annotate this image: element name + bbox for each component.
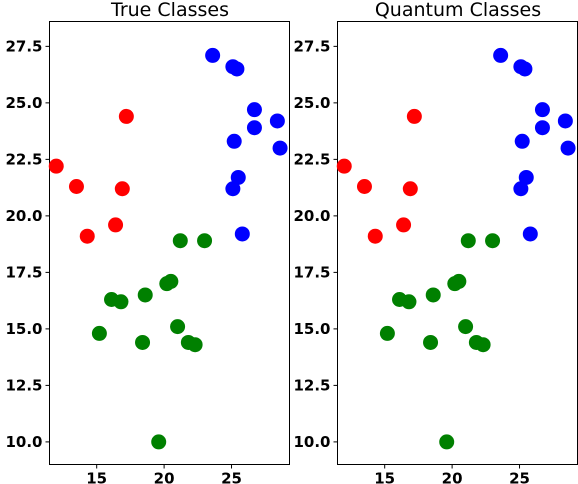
scatter-point — [336, 158, 352, 174]
scatter-point — [114, 181, 130, 197]
y-tick-label: 10.0 — [5, 433, 42, 451]
y-tick-label: 15.0 — [293, 320, 330, 338]
scatter-point — [439, 434, 455, 450]
y-tick-label: 27.5 — [5, 37, 42, 55]
scatter-point — [402, 181, 418, 197]
scatter-point — [246, 120, 262, 136]
scatter-point — [172, 233, 188, 249]
y-tick-label: 17.5 — [293, 263, 330, 281]
y-tick-label: 22.5 — [5, 150, 42, 168]
scatter-point — [557, 113, 573, 129]
scatter-point — [367, 228, 383, 244]
scatter-point — [425, 287, 441, 303]
points-layer — [48, 47, 288, 450]
scatter-point — [91, 325, 107, 341]
subplot-quantum-classes: Quantum Classes 15 20 25 10.0 12.5 15.0 17.5 20… — [293, 0, 578, 484]
scatter-point — [197, 233, 213, 249]
y-tick-label: 12.5 — [293, 376, 330, 394]
scatter-point — [187, 337, 203, 353]
plot-title: Quantum Classes — [375, 0, 541, 21]
y-tick-label: 10.0 — [293, 433, 330, 451]
scatter-point — [423, 334, 439, 350]
axes-frame — [49, 21, 290, 465]
points-layer — [336, 47, 576, 450]
scatter-point — [485, 233, 501, 249]
scatter-point — [356, 178, 372, 194]
tick-layer: 15 20 25 10.0 12.5 15.0 17.5 20.0 22.5 25.0 27.5 — [293, 37, 529, 484]
scatter-point — [113, 294, 129, 310]
x-tick-label: 25 — [221, 470, 242, 484]
y-tick-label: 22.5 — [293, 150, 330, 168]
scatter-point — [406, 108, 422, 124]
scatter-point — [79, 228, 95, 244]
y-tick-label: 25.0 — [293, 94, 330, 112]
tick-layer: 15 20 25 10.0 12.5 15.0 17.5 20.0 22.5 25.0 27.5 — [5, 37, 241, 484]
scatter-point — [205, 47, 221, 63]
scatter-point — [514, 133, 530, 149]
scatter-point — [534, 102, 550, 118]
scatter-point — [230, 169, 246, 185]
scatter-point — [475, 337, 491, 353]
y-tick-label: 15.0 — [5, 320, 42, 338]
scatter-point — [560, 140, 576, 156]
y-tick-label: 12.5 — [5, 376, 42, 394]
scatter-point — [517, 61, 533, 77]
scatter-point — [534, 120, 550, 136]
scatter-point — [272, 140, 288, 156]
scatter-point — [225, 181, 241, 197]
x-tick-label: 25 — [509, 470, 530, 484]
scatter-point — [108, 217, 124, 233]
scatter-point — [246, 102, 262, 118]
scatter-point — [118, 108, 134, 124]
scatter-point — [513, 181, 529, 197]
scatter-point — [229, 61, 245, 77]
scatter-point — [48, 158, 64, 174]
y-tick-label: 25.0 — [5, 94, 42, 112]
scatter-point — [151, 434, 167, 450]
scatter-point — [226, 133, 242, 149]
scatter-point — [458, 319, 474, 335]
subplot-true-classes: True Classes 15 20 25 10.0 12.5 15.0 17.5 20.0 2… — [5, 0, 290, 484]
scatter-point — [135, 334, 151, 350]
scatter-point — [447, 276, 463, 292]
x-tick-label: 20 — [154, 470, 175, 484]
scatter-point — [518, 169, 534, 185]
y-tick-label: 20.0 — [5, 207, 42, 225]
y-tick-label: 20.0 — [293, 207, 330, 225]
scatter-point — [493, 47, 509, 63]
scatter-point — [379, 325, 395, 341]
scatter-point — [170, 319, 186, 335]
scatter-point — [159, 276, 175, 292]
scatter-point — [396, 217, 412, 233]
x-tick-label: 20 — [442, 470, 463, 484]
scatter-point — [269, 113, 285, 129]
scatter-point — [68, 178, 84, 194]
scatter-point — [522, 226, 538, 242]
y-tick-label: 17.5 — [5, 263, 42, 281]
scatter-point — [401, 294, 417, 310]
plot-title: True Classes — [110, 0, 229, 21]
scatter-point — [460, 233, 476, 249]
x-tick-label: 15 — [86, 470, 107, 484]
x-tick-label: 15 — [374, 470, 395, 484]
y-tick-label: 27.5 — [293, 37, 330, 55]
scatter-point — [234, 226, 250, 242]
scatter-point — [137, 287, 153, 303]
